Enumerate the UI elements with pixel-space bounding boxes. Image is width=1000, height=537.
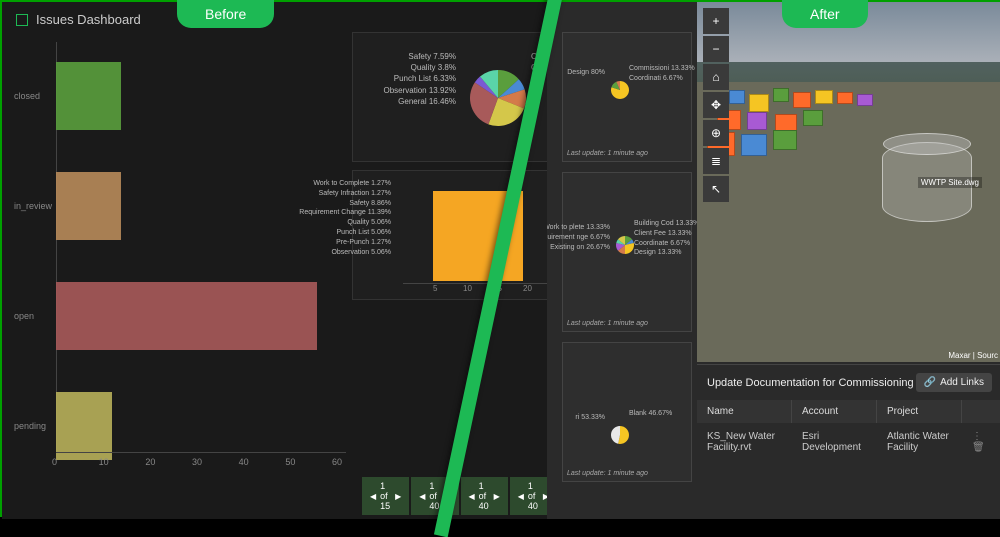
bar-row: open xyxy=(56,282,317,350)
page-pos: 1 of 15 xyxy=(380,481,391,511)
chevron-left-icon[interactable]: ◀ xyxy=(370,492,376,501)
bar-tick: 60 xyxy=(332,457,342,467)
last-update: Last update: 1 minute ago xyxy=(567,470,648,477)
last-update: Last update: 1 minute ago xyxy=(567,150,648,157)
bar-tick: 50 xyxy=(285,457,295,467)
bar-tick: 20 xyxy=(145,457,155,467)
table-row[interactable]: KS_New Water Facility.rvt Esri Developme… xyxy=(697,423,1000,461)
bar-row: in_review xyxy=(56,172,121,240)
col-project[interactable]: Project xyxy=(877,400,962,423)
bar-x-axis: 0102030405060 xyxy=(56,452,346,472)
bar-label: in_review xyxy=(14,201,52,211)
bar-tick: 0 xyxy=(52,457,57,467)
chevron-right-icon[interactable]: ▶ xyxy=(494,492,500,501)
table-header: Name Account Project xyxy=(697,400,1000,423)
building[interactable] xyxy=(747,112,767,130)
viewport-toolbox: +−⌂✥⊕≣↖ xyxy=(703,8,729,202)
side-pie-3: ri 53.33% Blank 46.67% Last update: 1 mi… xyxy=(562,342,692,482)
row-actions[interactable]: ⋮🗑 xyxy=(962,423,992,461)
building[interactable] xyxy=(773,88,789,102)
building[interactable] xyxy=(837,92,853,104)
chevron-right-icon[interactable]: ▶ xyxy=(395,492,401,501)
building[interactable] xyxy=(793,92,811,108)
after-panel: Design 80% Commissioni 13.33%Coordinati … xyxy=(547,2,1000,519)
bar-tick: 40 xyxy=(239,457,249,467)
chevron-left-icon[interactable]: ◀ xyxy=(518,492,524,501)
chevron-left-icon[interactable]: ◀ xyxy=(419,492,425,501)
before-label: Before xyxy=(177,0,274,28)
cube-icon xyxy=(16,14,28,26)
cell-account: Esri Development xyxy=(792,423,877,461)
layers-icon[interactable]: ≣ xyxy=(703,148,729,174)
bar-fill xyxy=(56,172,121,240)
add-links-label: Add Links xyxy=(940,377,984,388)
attribution: Maxar | Sourc xyxy=(948,351,998,360)
ground xyxy=(697,82,1000,362)
compass-icon[interactable]: ⊕ xyxy=(703,120,729,146)
pagination-row: ◀1 of 15▶◀1 of 40▶◀1 of 40▶◀1 of 40▶ xyxy=(362,477,557,515)
page-pos: 1 of 40 xyxy=(479,481,490,511)
wwtp-label: WWTP Site.dwg xyxy=(918,177,982,188)
bar-label: closed xyxy=(14,91,40,101)
bar-fill xyxy=(56,282,317,350)
select-icon[interactable]: ↖ xyxy=(703,176,729,202)
pagination-item[interactable]: ◀ 1 of 40 ▶ xyxy=(461,477,508,515)
mini-bar-chart: 5101520 Work to Complete 1.27%Safety Inf… xyxy=(352,170,552,300)
building[interactable] xyxy=(803,110,823,126)
after-label: After xyxy=(782,0,868,28)
bar-row: pending xyxy=(56,392,112,460)
building[interactable] xyxy=(815,90,833,104)
pagination-item[interactable]: ◀ 1 of 15 ▶ xyxy=(362,477,409,515)
page-pos: 1 of 40 xyxy=(528,481,539,511)
cell-name: KS_New Water Facility.rvt xyxy=(697,423,792,461)
home-icon[interactable]: ⌂ xyxy=(703,64,729,90)
side-pie-1: Design 80% Commissioni 13.33%Coordinati … xyxy=(562,32,692,162)
bar-label: open xyxy=(14,311,34,321)
building[interactable] xyxy=(741,134,767,156)
bar-fill xyxy=(56,392,112,460)
bar-tick: 30 xyxy=(192,457,202,467)
last-update: Last update: 1 minute ago xyxy=(567,320,648,327)
bar-label: pending xyxy=(14,421,46,431)
add-links-button[interactable]: 🔗 Add Links xyxy=(916,373,992,392)
documentation-panel: Update Documentation for Commissioning 🔗… xyxy=(697,364,1000,519)
bar-tick: 10 xyxy=(99,457,109,467)
3d-viewport[interactable]: WWTP Site.dwg Maxar | Sourc +−⌂✥⊕≣↖ xyxy=(697,2,1000,362)
before-panel: Issues Dashboard closed in_reviewopen pend… xyxy=(2,2,557,519)
dashboard-title: Issues Dashboard xyxy=(36,12,141,27)
building[interactable] xyxy=(773,130,797,150)
building[interactable] xyxy=(749,94,769,112)
bar-fill xyxy=(56,62,121,130)
chevron-left-icon[interactable]: ◀ xyxy=(469,492,475,501)
zoom-in-icon[interactable]: + xyxy=(703,8,729,34)
col-account[interactable]: Account xyxy=(792,400,877,423)
zoom-out-icon[interactable]: − xyxy=(703,36,729,62)
navigate-icon[interactable]: ✥ xyxy=(703,92,729,118)
cell-project: Atlantic Water Facility xyxy=(877,423,962,461)
building[interactable] xyxy=(857,94,873,106)
bar-row: closed xyxy=(56,62,121,130)
panel-title: Update Documentation for Commissioning xyxy=(707,377,914,389)
building[interactable] xyxy=(729,90,745,104)
link-icon: 🔗 xyxy=(924,377,936,388)
col-name[interactable]: Name xyxy=(697,400,792,423)
side-pie-2: Work to plete 13.33%quirement nge 6.67%E… xyxy=(562,172,692,332)
issues-bar-chart: closed in_reviewopen pending 0 10 20 30 40 50 60 xyxy=(8,42,346,472)
